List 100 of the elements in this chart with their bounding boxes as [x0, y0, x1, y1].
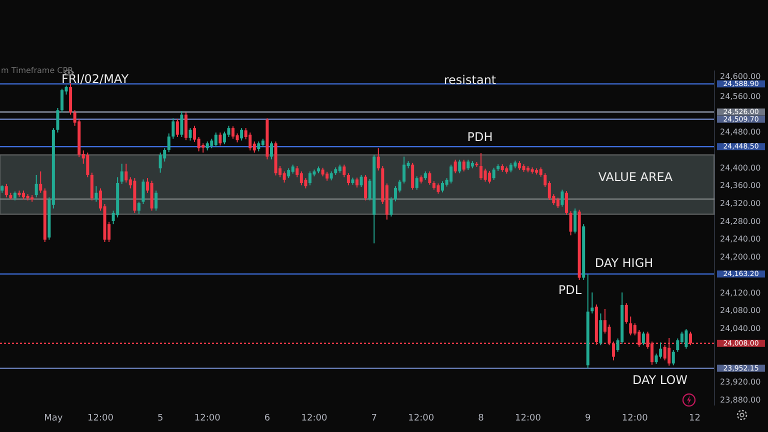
candlestick — [599, 312, 602, 346]
candlestick — [167, 132, 170, 153]
x-tick-label: 6 — [264, 414, 270, 424]
y-tick-label: 24,080.00 — [720, 306, 761, 316]
x-tick-label: 12:00 — [408, 414, 434, 424]
candlestick — [672, 350, 675, 366]
x-tick-label: 7 — [371, 414, 377, 424]
candlestick — [360, 174, 363, 188]
candlestick — [137, 201, 140, 214]
x-tick-label: 9 — [585, 414, 592, 424]
x-tick-label: 12:00 — [301, 414, 328, 424]
candlestick — [154, 190, 158, 212]
annotation: PDL — [558, 283, 582, 297]
x-tick-label: 12:00 — [194, 414, 221, 424]
candlestick — [590, 292, 594, 314]
x-tick-label: 12:00 — [88, 414, 114, 424]
candlestick — [210, 138, 214, 149]
candlestick — [308, 170, 312, 186]
x-tick-label: 12:00 — [515, 414, 542, 424]
candlestick — [484, 168, 487, 182]
candlestick — [415, 176, 418, 190]
annotation: DAY LOW — [632, 373, 688, 387]
candlestick — [90, 172, 94, 201]
candlestick — [232, 126, 235, 140]
candlestick — [214, 132, 218, 148]
x-tick-label: 5 — [157, 414, 164, 424]
y-tick-label: 24,320.00 — [720, 199, 761, 208]
candlestick — [560, 189, 564, 208]
candlestick — [4, 183, 8, 198]
candlestick — [218, 132, 222, 146]
x-tick-label: 8 — [478, 414, 484, 424]
candlestick — [39, 170, 42, 194]
candlestick — [248, 132, 252, 151]
y-tick-label: 24,120.00 — [720, 288, 761, 298]
candlestick — [172, 118, 175, 140]
candlestick — [94, 186, 98, 202]
candlestick — [282, 170, 286, 184]
candlestick — [462, 159, 466, 172]
y-tick-label: 24,400.00 — [720, 163, 761, 172]
y-tick-label: 24,200.00 — [720, 252, 761, 262]
candlestick — [34, 174, 38, 198]
x-tick-label: 12 — [689, 414, 700, 424]
y-tick-label: 24,240.00 — [720, 234, 761, 244]
candlestick — [428, 170, 432, 186]
x-tick-label: 12:00 — [622, 414, 648, 424]
candlestick — [488, 170, 492, 184]
candlestick — [202, 142, 205, 154]
candlestick — [564, 190, 568, 216]
candlestick — [346, 172, 350, 186]
x-tick-label: May — [44, 414, 64, 424]
candlestick — [342, 164, 346, 178]
candlestick — [492, 167, 496, 180]
candlestick — [441, 180, 444, 193]
candlestick — [539, 166, 542, 178]
candlestick — [569, 210, 572, 236]
candlestick — [454, 159, 457, 174]
candlestick — [624, 302, 628, 324]
candlestick — [556, 197, 560, 209]
y-tick-label: 24,280.00 — [720, 216, 761, 226]
y-tick-label: 23,920.00 — [720, 378, 761, 387]
candlestick — [684, 328, 688, 350]
candlestick — [86, 152, 90, 178]
candlestick — [466, 159, 470, 171]
y-tick-label: 24,560.00 — [720, 92, 761, 101]
candlestick — [158, 152, 162, 174]
candlestick — [240, 128, 244, 142]
candlestick — [629, 316, 632, 336]
candlestick — [642, 331, 645, 346]
candlestick — [180, 110, 184, 138]
candlestick — [356, 177, 358, 188]
candlestick — [676, 338, 680, 352]
candlestick — [270, 140, 273, 160]
candlestick — [364, 174, 368, 201]
candlestick — [176, 118, 179, 138]
candlestick — [659, 342, 662, 360]
candlestick — [56, 107, 60, 134]
annotation: PDH — [467, 130, 493, 144]
y-tick-label: 23,880.00 — [720, 396, 761, 405]
band-label: VALUE AREA — [598, 170, 674, 184]
candlestick — [222, 131, 226, 145]
candlestick — [120, 163, 124, 184]
candlestick — [124, 163, 128, 184]
candlestick — [458, 159, 462, 174]
candlestick — [287, 168, 290, 179]
candlestick — [411, 162, 414, 190]
y-tick-label: 24,600.00 — [720, 72, 761, 81]
candlestick — [142, 178, 145, 204]
candlestick — [436, 182, 440, 194]
annotation: DAY HIGH — [594, 256, 654, 270]
candlestick — [300, 170, 303, 186]
candlestick — [390, 196, 393, 218]
y-tick-label: 24,360.00 — [720, 181, 761, 190]
y-tick-label: 24,480.00 — [720, 128, 761, 137]
candlestick — [188, 128, 192, 142]
candlestick — [184, 112, 188, 141]
candlestick — [376, 148, 380, 171]
candlestick — [509, 162, 512, 173]
annotation: FRI/02/MAY — [61, 72, 130, 86]
candlestick — [257, 140, 260, 152]
y-tick-label: 24,040.00 — [720, 324, 761, 334]
